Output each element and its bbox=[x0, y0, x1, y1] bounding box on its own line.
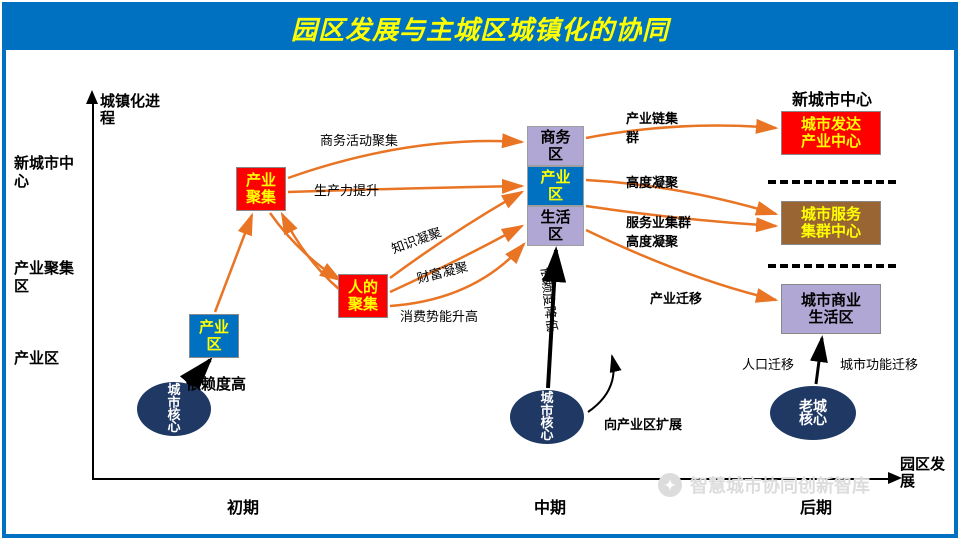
y-tick-2: 产业聚集 区 bbox=[14, 260, 74, 296]
node-ren_de_juji: 人的 聚集 bbox=[338, 274, 388, 318]
node-chanye_juji: 产业 聚集 bbox=[236, 167, 286, 211]
title-bar: 园区发展与主城区城镇化的协同 bbox=[6, 6, 954, 50]
lbl-renkou: 人口迁移 bbox=[742, 354, 794, 373]
lbl-fuwuye: 服务业集群 高度凝聚 bbox=[626, 212, 691, 250]
node-shenghuo_qu: 生活 区 bbox=[527, 206, 584, 246]
watermark-text: 智慧城市协同创新智库 bbox=[690, 472, 870, 498]
slide-frame bbox=[2, 2, 958, 538]
node-chengshi_shangye: 城市商业 生活区 bbox=[781, 284, 881, 334]
node-chanye_qu_left: 产业 区 bbox=[189, 314, 239, 358]
watermark: ✦ 智慧城市协同创新智库 bbox=[658, 472, 870, 498]
y-tick-1: 新城市中 心 bbox=[14, 155, 74, 191]
lbl-gaodu: 高度凝聚 bbox=[626, 172, 678, 191]
node-chengshi_fada: 城市发达 产业中心 bbox=[781, 111, 881, 155]
wechat-icon: ✦ bbox=[658, 473, 682, 497]
dash-sep-2 bbox=[768, 264, 896, 268]
lbl-kuozhan: 向产业区扩展 bbox=[604, 414, 682, 433]
node-hexin_mid: 城 市 核 心 bbox=[510, 390, 584, 444]
node-hexin_right: 老城 核心 bbox=[770, 386, 856, 440]
lbl-shengchanli: 生产力提升 bbox=[314, 180, 379, 199]
lbl-yilaigao: 依赖度高 bbox=[186, 373, 246, 394]
node-chengshi_fuwu: 城市服务 集群中心 bbox=[781, 201, 881, 245]
x-tick-1: 初期 bbox=[227, 494, 259, 518]
x-tick-2: 中期 bbox=[534, 494, 566, 518]
subtitle-new-city-center: 新城市中心 bbox=[772, 86, 892, 110]
page-title: 园区发展与主城区城镇化的协同 bbox=[291, 10, 669, 47]
lbl-xiaofei: 消费势能升高 bbox=[400, 306, 478, 325]
node-shangwu_qu: 商务 区 bbox=[527, 126, 584, 166]
node-chanye_qu_mid: 产业 区 bbox=[527, 166, 584, 206]
lbl-gongneng: 城市功能迁移 bbox=[840, 354, 918, 373]
y-axis bbox=[92, 100, 94, 480]
dash-sep-1 bbox=[768, 180, 896, 184]
x-axis-label: 园区发 展 bbox=[900, 456, 945, 491]
lbl-chanyelian: 产业链集 群 bbox=[626, 108, 678, 146]
y-axis-label: 城镇化进 程 bbox=[100, 93, 160, 128]
y-tick-3: 产业区 bbox=[14, 350, 59, 368]
lbl-qianyi: 产业迁移 bbox=[650, 288, 702, 307]
lbl-shangwu: 商务活动聚集 bbox=[320, 130, 398, 149]
